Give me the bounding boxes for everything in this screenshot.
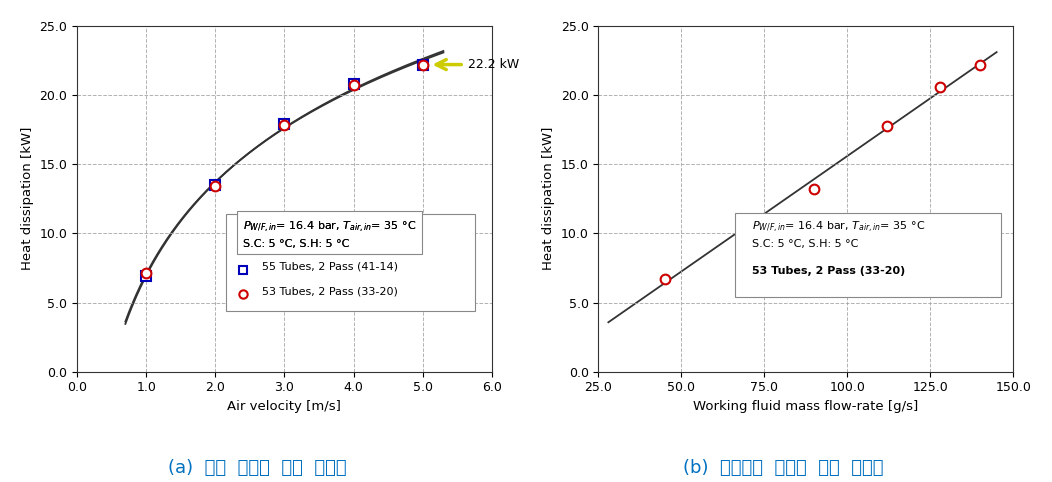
X-axis label: Working fluid mass flow-rate [g/s]: Working fluid mass flow-rate [g/s] (693, 400, 918, 413)
Text: 53 Tubes, 2 Pass (33-20): 53 Tubes, 2 Pass (33-20) (752, 266, 905, 276)
FancyBboxPatch shape (735, 213, 1000, 297)
Y-axis label: Heat dissipation [kW]: Heat dissipation [kW] (21, 127, 34, 270)
Y-axis label: Heat dissipation [kW]: Heat dissipation [kW] (542, 127, 555, 270)
Text: (b)  작동유체  유량에  따른  방열량: (b) 작동유체 유량에 따른 방열량 (684, 459, 884, 477)
X-axis label: Air velocity [m/s]: Air velocity [m/s] (227, 400, 341, 413)
Text: $P_{W/F,in}$= 16.4 bar, $T_{air,in}$= 35 °C
S.C: 5 °C, S.H: 5 °C: $P_{W/F,in}$= 16.4 bar, $T_{air,in}$= 35… (243, 219, 417, 249)
Text: $P_{W/F,in}$= 16.4 bar, $T_{air,in}$= 35 °C
S.C: 5 °C, S.H: 5 °C: $P_{W/F,in}$= 16.4 bar, $T_{air,in}$= 35… (243, 219, 417, 249)
Text: 55 Tubes, 2 Pass (41-14): 55 Tubes, 2 Pass (41-14) (262, 262, 398, 272)
Text: (a)  공기  속도에  따른  방열량: (a) 공기 속도에 따른 방열량 (168, 459, 347, 477)
Text: 53 Tubes, 2 Pass (33-20): 53 Tubes, 2 Pass (33-20) (262, 286, 398, 296)
FancyBboxPatch shape (226, 214, 476, 311)
Text: 22.2 kW: 22.2 kW (467, 58, 519, 71)
Text: $P_{W/F,in}$= 16.4 bar, $T_{air,in}$= 35 °C
S.C: 5 °C, S.H: 5 °C: $P_{W/F,in}$= 16.4 bar, $T_{air,in}$= 35… (752, 219, 925, 249)
